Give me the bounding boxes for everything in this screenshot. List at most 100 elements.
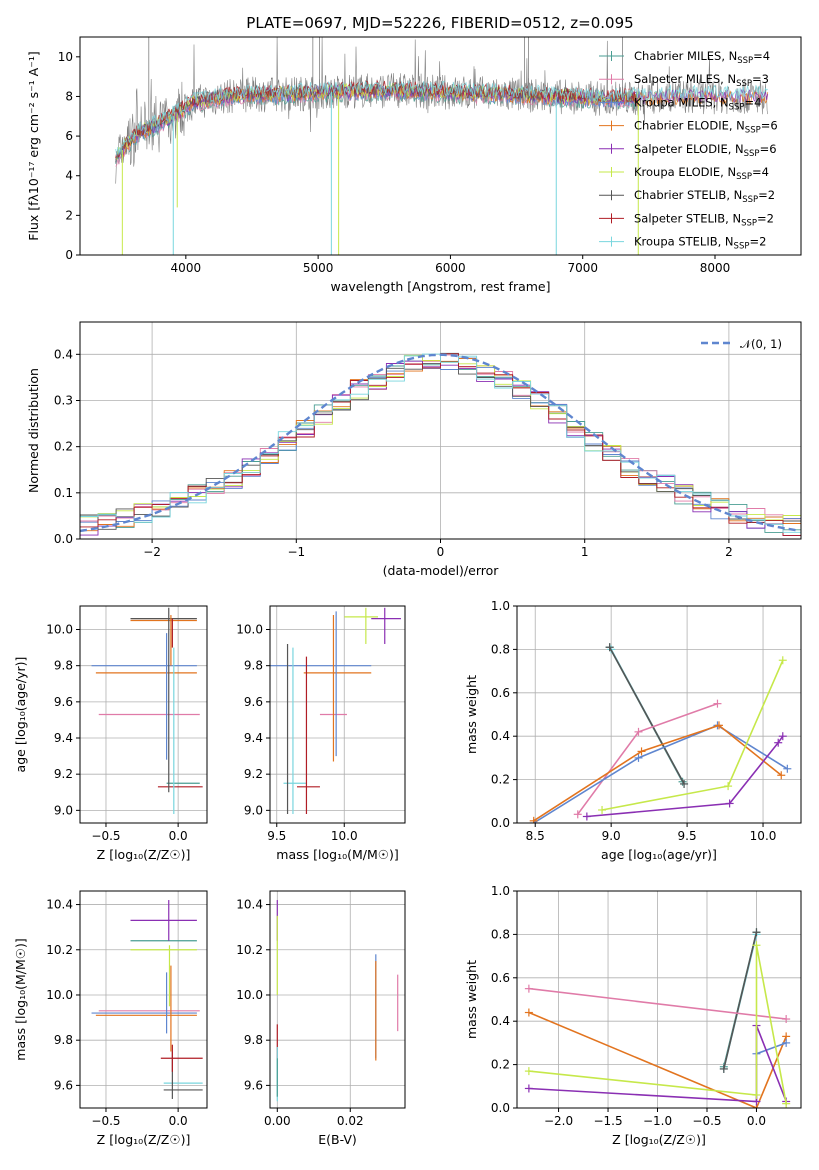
axes-frame: [516, 890, 802, 1109]
x-tick-label: 1: [581, 545, 589, 559]
x-tick-label: 0.00: [264, 1114, 291, 1128]
x-tick-label: 9.0: [602, 829, 621, 843]
y-tick-label: 9.2: [244, 767, 263, 781]
spectrum-legend: Chabrier MILES, NSSP=4 Salpeter MILES, NS…: [599, 49, 778, 252]
x-axis-label: E(B-V): [318, 1132, 357, 1147]
x-tick-label: 0.0: [747, 1114, 766, 1128]
axes-frame: [269, 890, 406, 1109]
y-tick-label: 6: [65, 129, 73, 143]
y-tick-label: 0.0: [54, 532, 73, 546]
legend-label: Salpeter STELIB, NSSP=2: [634, 211, 774, 228]
y-tick-label: 10.4: [236, 898, 263, 912]
x-tick-label: 4000: [171, 261, 202, 275]
y-tick-label: 0.0: [491, 816, 510, 830]
y-tick-label: 10.0: [236, 988, 263, 1002]
y-tick-label: 0: [65, 248, 73, 262]
weight-line-s2: [528, 987, 787, 1020]
x-tick-label: 0: [437, 545, 445, 559]
y-tick-label: 4: [65, 169, 73, 183]
legend-label: Salpeter MILES, NSSP=3: [634, 72, 769, 89]
legend-label: Kroupa MILES, NSSP=4: [634, 95, 761, 112]
x-tick-label: −0.5: [91, 829, 120, 843]
x-axis-label: wavelength [Angstrom, rest frame]: [330, 279, 550, 294]
y-tick-label: 1.0: [491, 884, 510, 898]
y-tick-label: 10.0: [46, 988, 73, 1002]
spectrum-marks: [115, 37, 769, 255]
y-tick-label: 9.2: [54, 767, 73, 781]
y-tick-label: 2: [65, 208, 73, 222]
model-spectrum-s9: [115, 80, 768, 157]
residuals-panel: −2 −1 0 1 2 0.0 0.1 0.2 0.3 0.4 (data-model)/error…: [26, 321, 802, 578]
y-axis-label: Flux [fλ10⁻¹⁷ erg cm⁻² s⁻¹ A⁻¹]: [26, 51, 41, 240]
mass-vs-EBV-panel: 0.00 0.02 9.6 9.8 10.0 10.2 10.4 E(B-V): [236, 890, 406, 1147]
figure-title: PLATE=0697, MJD=52226, FIBERID=0512, z=0…: [246, 14, 633, 32]
weight-vs-age-panel: 8.5 9.0 9.5 10.0 0.0 0.2 0.4 0.6 0.8 1.0 age [log₁…: [464, 599, 802, 862]
y-tick-label: 0.4: [491, 1014, 510, 1028]
y-tick-label: 10.0: [46, 623, 73, 637]
weight-vs-Z-panel: −2.0 −1.5 −1.0 −0.5 0.0 0.0 0.2 0.4 0.6 0.8 1.0 Z […: [464, 884, 802, 1147]
y-tick-label: 9.8: [244, 659, 263, 673]
x-tick-label: 10.0: [750, 829, 777, 843]
y-tick-label: 0.6: [491, 971, 510, 985]
axes-frame: [79, 605, 208, 824]
weight-line-s3: [533, 724, 788, 823]
y-tick-label: 10.2: [236, 943, 263, 957]
axes-frame: [269, 605, 406, 824]
y-tick-label: 1.0: [491, 599, 510, 613]
weight-line-s2: [577, 702, 718, 815]
y-tick-label: 10.4: [46, 898, 73, 912]
y-tick-label: 10.0: [236, 623, 263, 637]
y-axis-label: mass weight: [464, 960, 479, 1039]
y-tick-label: 0.8: [491, 642, 510, 656]
x-tick-label: −2.0: [544, 1114, 573, 1128]
x-tick-label: −1.5: [593, 1114, 622, 1128]
legend-label: Chabrier STELIB, NSSP=2: [634, 188, 775, 205]
y-tick-label: 9.4: [54, 731, 73, 745]
y-tick-label: 9.0: [54, 803, 73, 817]
axes-frame: [516, 605, 802, 824]
y-tick-label: 9.0: [244, 803, 263, 817]
x-axis-label: Z [log₁₀(Z/Z☉)]: [97, 847, 191, 862]
weight-line-s4: [533, 724, 782, 822]
y-tick-label: 0.2: [491, 773, 510, 787]
age-vs-mass-panel: 9.5 10.0 9.0 9.2 9.4 9.6 9.8 10.0 mass [log₁₀(M/…: [236, 605, 406, 862]
normal-curve: [80, 353, 799, 533]
y-tick-label: 0.1: [54, 486, 73, 500]
y-tick-label: 9.8: [54, 659, 73, 673]
y-axis-label: Normed distribution: [26, 368, 41, 493]
x-tick-label: −2: [143, 545, 161, 559]
y-tick-label: 9.6: [54, 695, 73, 709]
x-tick-label: 9.5: [678, 829, 697, 843]
y-tick-label: 0.6: [491, 686, 510, 700]
mass-vs-EBV-marks: [276, 900, 399, 1102]
x-tick-label: 0.0: [169, 1114, 188, 1128]
x-tick-label: 5000: [303, 261, 334, 275]
x-tick-label: 6000: [435, 261, 466, 275]
x-tick-label: 8.5: [526, 829, 545, 843]
residuals-marks: [80, 352, 801, 536]
y-axis-label: mass weight: [464, 675, 479, 754]
x-tick-label: 8000: [700, 261, 731, 275]
weight-line-s6: [528, 945, 787, 1104]
x-axis-label: Z [log₁₀(Z/Z☉)]: [612, 1132, 706, 1147]
x-tick-label: −1: [287, 545, 305, 559]
weight-vs-age-marks: [529, 643, 792, 823]
weight-line-s7: [723, 932, 758, 1070]
x-tick-label: 7000: [567, 261, 598, 275]
y-tick-label: 0.8: [491, 927, 510, 941]
y-tick-label: 10: [58, 50, 73, 64]
y-tick-label: 9.6: [244, 695, 263, 709]
y-axis-label: age [log₁₀(age/yr)]: [13, 657, 28, 773]
weight-line-s7: [608, 646, 685, 785]
mass-vs-Z-panel: −0.5 0.0 9.6 9.8 10.0 10.2 10.4 Z [log₁₀(Z/Z☉)]…: [13, 890, 208, 1147]
y-tick-label: 9.8: [54, 1033, 73, 1047]
x-tick-label: 0.0: [169, 829, 188, 843]
x-axis-label: Z [log₁₀(Z/Z☉)]: [97, 1132, 191, 1147]
y-tick-label: 0.4: [54, 347, 73, 361]
weight-line-s5: [586, 735, 784, 818]
mass-vs-Z-marks: [91, 900, 203, 1099]
legend-label: Chabrier ELODIE, NSSP=6: [634, 119, 778, 136]
y-tick-label: 0.2: [54, 440, 73, 454]
weight-vs-Z-marks: [524, 928, 791, 1108]
